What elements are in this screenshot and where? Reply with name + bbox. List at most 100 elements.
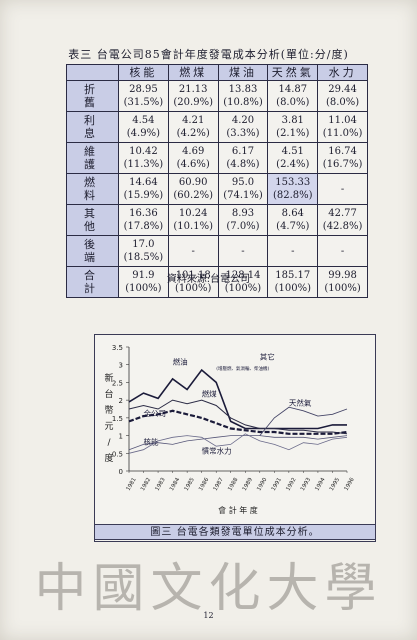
- y-tick-label: 3: [119, 362, 123, 370]
- table-cell: 10.42 (11.3%): [118, 142, 169, 174]
- cell-value: 8.64: [281, 208, 304, 219]
- cell-value: 14.64: [129, 177, 158, 188]
- table-cell: 42.77 (42.8%): [317, 204, 368, 236]
- table-cell: -: [167, 235, 219, 267]
- cell-value: 14.87: [278, 84, 308, 95]
- figure-caption: 圖三 台電各類發電單位成本分析。: [94, 524, 376, 540]
- table-cell: 4.54 (4.9%): [118, 111, 169, 143]
- table-row: 燃料 14.64 (15.9%) 60.90 (60.2%) 95.0 (74.1%) 153…: [66, 173, 368, 205]
- cell-value: 153.33: [275, 177, 311, 188]
- y-axis-label-char: 度: [104, 452, 113, 464]
- row-label: 合計: [66, 266, 119, 298]
- table-cell: 10.24 (10.1%): [167, 204, 219, 236]
- cell-value: 13.83: [228, 84, 258, 95]
- cell-percent: (100%): [324, 283, 361, 294]
- cell-percent: (11.3%): [123, 159, 164, 170]
- x-tick-label: 1984: [169, 477, 181, 493]
- bleed-through-text: [90, 6, 390, 16]
- series-line: [259, 406, 348, 436]
- cell-value: 16.36: [129, 208, 158, 219]
- table-cell: -: [217, 235, 269, 267]
- x-axis-label: 會 計 年 度: [218, 505, 258, 515]
- x-tick-label: 1995: [329, 477, 341, 493]
- table-row: 利息 4.54 (4.9%) 4.21 (4.2%) 4.20 (3.3%) 3.81 (2.1…: [66, 111, 368, 143]
- cell-percent: (100%): [274, 283, 311, 294]
- table-cell: 29.44 (8.0%): [317, 80, 368, 112]
- cell-percent: (42.8%): [322, 221, 363, 232]
- x-tick-label: 1986: [198, 477, 210, 493]
- y-tick-label: 3.5: [112, 344, 123, 352]
- cell-percent: (3.3%): [226, 128, 260, 139]
- series-label: 核能: [144, 436, 159, 446]
- table-cell: 95.0 (74.1%): [217, 173, 269, 205]
- cell-value: 4.51: [281, 146, 304, 157]
- cell-value: 29.44: [328, 84, 357, 95]
- cell-value: 21.13: [178, 84, 208, 95]
- cell-percent: (2.1%): [276, 128, 310, 139]
- cell-value: 60.90: [178, 177, 208, 188]
- cell-value: 128.14: [225, 270, 261, 281]
- series-line: [128, 433, 348, 454]
- table-title: 表三 台電公司85會計年度發電成本分析(單位:分/度): [68, 48, 349, 61]
- cost-line-chart: 0 0.5 1 1.5 2 2.5 3 3.5 1981 1982 1983 1984 1985 1986…: [104, 344, 355, 515]
- x-tick-label: 1990: [256, 477, 268, 493]
- cell-value: -: [241, 245, 245, 257]
- cell-value: 4.20: [231, 115, 255, 126]
- table-row: 折舊 28.95 (31.5%) 21.13 (20.9%) 13.83 (10.8%) 14…: [66, 80, 368, 112]
- column-header: 水力: [317, 64, 368, 81]
- table-cell: 8.64 (4.7%): [267, 204, 319, 236]
- x-tick-label: 1985: [184, 477, 196, 493]
- x-tick-label: 1982: [140, 477, 152, 492]
- table-cell: 99.98 (100%): [317, 266, 368, 298]
- table-cell: 14.87 (8.0%): [267, 80, 319, 112]
- x-tick-label: 1983: [155, 477, 167, 493]
- cell-percent: (4.9%): [126, 128, 160, 139]
- cell-value: 95.0: [231, 177, 255, 188]
- table-cell: 28.95 (31.5%): [118, 80, 169, 112]
- table-cell: 185.17 (100%): [267, 266, 319, 298]
- cell-percent: (100%): [224, 283, 262, 294]
- cell-percent: (4.8%): [226, 159, 260, 170]
- cell-value: 6.17: [231, 146, 255, 157]
- cell-percent: (20.9%): [173, 97, 213, 108]
- cell-value: 4.21: [182, 115, 205, 126]
- table-cell: 21.13 (20.9%): [167, 80, 219, 112]
- y-tick-label: 2.5: [112, 379, 123, 387]
- series-label: 全公司: [144, 408, 167, 418]
- table-cell: 4.20 (3.3%): [217, 111, 269, 143]
- cell-percent: (100%): [174, 283, 212, 294]
- cell-value: 3.81: [281, 115, 304, 126]
- cell-percent: (8.0%): [276, 97, 310, 108]
- table-cell: 4.21 (4.2%): [167, 111, 219, 143]
- row-label: 折舊: [66, 80, 119, 112]
- table-cell: 16.74 (16.7%): [317, 142, 368, 174]
- table-cell: 4.69 (4.6%): [167, 142, 219, 174]
- cell-value: 16.74: [328, 146, 357, 157]
- table-cell: -: [317, 235, 368, 267]
- row-label: 維護: [66, 142, 119, 174]
- chart-annotation: (增壓燃、氣渦輪、柴油機): [216, 365, 269, 372]
- column-header: 煤油: [217, 64, 269, 81]
- table-corner-cell: [66, 64, 119, 81]
- cell-percent: (10.8%): [223, 97, 263, 108]
- cell-value: 4.69: [182, 146, 205, 157]
- y-tick-label: 0.5: [112, 450, 123, 458]
- cell-value: -: [340, 245, 345, 257]
- table-cell: 17.0 (18.5%): [118, 235, 169, 267]
- column-header: 燃煤: [167, 64, 219, 81]
- cell-percent: (4.2%): [176, 128, 210, 139]
- x-tick-label: 1992: [285, 477, 297, 492]
- cell-percent: (31.5%): [123, 97, 164, 108]
- cell-percent: (82.8%): [273, 190, 313, 201]
- series-line: [128, 409, 348, 435]
- university-watermark: 中國文化大學: [34, 559, 383, 619]
- row-label: 後端: [66, 235, 119, 267]
- cell-value: 91.9: [132, 270, 155, 281]
- cell-percent: (4.6%): [176, 159, 210, 170]
- x-tick-label: 1988: [227, 477, 239, 493]
- table-cell: 3.81 (2.1%): [267, 111, 319, 143]
- y-tick-label: 1.5: [112, 415, 123, 423]
- series-line: [128, 399, 348, 435]
- cell-percent: (10.1%): [173, 221, 213, 232]
- x-tick-label: 1989: [242, 477, 254, 493]
